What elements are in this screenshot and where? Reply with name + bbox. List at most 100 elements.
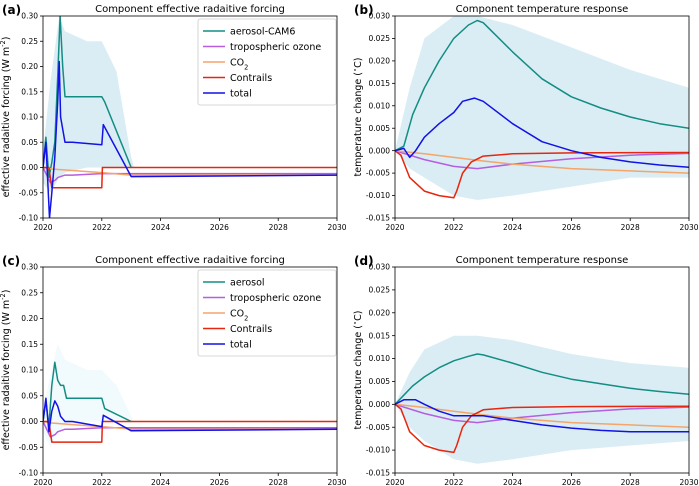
x-tick-label: 2030 bbox=[327, 223, 346, 232]
chart-panel-c: 2020 2022 2024 2026 2028 2030 -0.10 -0.05 0.00 0.… bbox=[0, 254, 347, 486]
y-tick-label: -0.005 bbox=[366, 423, 390, 432]
legend-label: CO2 bbox=[230, 57, 248, 71]
y-tick-label: 0.25 bbox=[21, 288, 38, 297]
legend-label: aerosol-CAM6 bbox=[230, 26, 295, 37]
y-tick-label: -0.015 bbox=[366, 214, 390, 223]
legend-label: tropospheric ozone bbox=[230, 42, 321, 53]
y-tick-label: 0.10 bbox=[21, 366, 38, 375]
series-line-total bbox=[395, 399, 689, 433]
y-tick-label: 0.015 bbox=[369, 331, 391, 340]
x-tick-label: 2024 bbox=[503, 223, 522, 232]
uncertainty-band bbox=[43, 16, 135, 193]
y-tick-label: 0.20 bbox=[21, 314, 38, 323]
y-tick-label: 0.015 bbox=[369, 79, 391, 88]
series-line-contrails bbox=[395, 403, 689, 454]
panel-label: (b) bbox=[354, 3, 374, 17]
y-tick-label: -0.10 bbox=[19, 469, 39, 478]
y-axis-label: temperature change (∘C) bbox=[351, 58, 364, 177]
legend: aerosol-CAM6 tropospheric ozone CO2 Contrai… bbox=[197, 18, 337, 106]
legend-label: total bbox=[230, 88, 252, 99]
y-axis-label: effective radaitive forcing (W m-2) bbox=[0, 37, 12, 198]
legend: aerosol tropospheric ozone CO2 Contrails tot… bbox=[197, 269, 337, 357]
y-axis-label: temperature change (∘C) bbox=[351, 311, 364, 430]
y-tick-label: 0.20 bbox=[21, 62, 38, 71]
x-tick-label: 2020 bbox=[33, 223, 52, 232]
panel-label: (a) bbox=[2, 3, 21, 17]
x-tick-label: 2028 bbox=[621, 478, 640, 486]
x-tick-label: 2026 bbox=[562, 223, 581, 232]
y-tick-label: 0.010 bbox=[369, 354, 391, 363]
y-tick-label: 0.30 bbox=[21, 263, 38, 272]
y-tick-label: 0.020 bbox=[369, 308, 391, 317]
x-tick-label: 2020 bbox=[385, 478, 404, 486]
legend-label: aerosol bbox=[230, 277, 265, 288]
y-tick-label: 0.15 bbox=[21, 87, 38, 96]
y-axis-label: effective radaitive forcing (W m-2) bbox=[0, 290, 12, 451]
y-tick-label: 0.05 bbox=[21, 138, 38, 147]
series-line-tropospheric-ozone bbox=[395, 149, 689, 170]
x-tick-label: 2022 bbox=[444, 223, 463, 232]
x-tick-label: 2028 bbox=[269, 223, 288, 232]
x-tick-label: 2028 bbox=[621, 223, 640, 232]
series-line-contrails bbox=[43, 166, 337, 189]
y-tick-label: 0.00 bbox=[21, 417, 38, 426]
axes-frame bbox=[394, 266, 690, 474]
panel-label: (d) bbox=[354, 254, 374, 268]
series-line-total bbox=[43, 397, 337, 433]
y-tick-label: 0.15 bbox=[21, 340, 38, 349]
x-tick-label: 2026 bbox=[562, 478, 581, 486]
legend-label: tropospheric ozone bbox=[230, 293, 321, 304]
legend-box bbox=[197, 269, 337, 357]
y-tick-label: 0.030 bbox=[369, 263, 391, 272]
uncertainty-band bbox=[395, 16, 689, 200]
y-tick-label: -0.010 bbox=[366, 446, 390, 455]
chart-title: Component temperature response bbox=[456, 255, 629, 266]
legend-label: total bbox=[230, 339, 252, 350]
series-line-aerosol bbox=[395, 353, 689, 405]
y-tick-label: 0.025 bbox=[369, 285, 391, 294]
y-tick-label: 0.000 bbox=[369, 400, 391, 409]
series-line-co-2- bbox=[43, 166, 337, 176]
x-tick-label: 2024 bbox=[503, 478, 522, 486]
y-tick-label: 0.030 bbox=[369, 12, 391, 21]
y-tick-label: 0.00 bbox=[21, 163, 38, 172]
chart-panel-d: 2020 2022 2024 2026 2028 2030 -0.015 -0.010 -0.0… bbox=[351, 254, 699, 486]
x-tick-label: 2024 bbox=[151, 478, 170, 486]
series-line-tropospheric-ozone bbox=[395, 403, 689, 424]
x-tick-label: 2022 bbox=[92, 478, 111, 486]
y-tick-label: 0.05 bbox=[21, 391, 38, 400]
chart-panel-a: 2020 2022 2024 2026 2028 2030 -0.10 -0.05 0.00 0.… bbox=[0, 3, 347, 232]
chart-title: Component effective radaitive forcing bbox=[95, 255, 285, 266]
y-tick-label: -0.015 bbox=[366, 469, 390, 478]
series-line-contrails bbox=[395, 150, 689, 199]
legend-box bbox=[197, 18, 337, 106]
legend-label: CO2 bbox=[230, 308, 248, 322]
x-tick-label: 2026 bbox=[210, 223, 229, 232]
y-tick-label: 0.10 bbox=[21, 113, 38, 122]
series-line-total bbox=[395, 97, 689, 169]
x-tick-label: 2026 bbox=[210, 478, 229, 486]
uncertainty-band bbox=[395, 335, 689, 464]
x-tick-label: 2020 bbox=[385, 223, 404, 232]
legend-label: Contrails bbox=[230, 324, 272, 335]
x-tick-label: 2022 bbox=[444, 478, 463, 486]
y-tick-label: 0.25 bbox=[21, 37, 38, 46]
series-line-total bbox=[43, 60, 337, 218]
axes-frame bbox=[394, 15, 690, 219]
y-tick-label: -0.05 bbox=[19, 443, 39, 452]
y-tick-label: 0.30 bbox=[21, 12, 38, 21]
series-line-co-2- bbox=[395, 403, 689, 428]
chart-title: Component effective radaitive forcing bbox=[95, 4, 285, 15]
y-tick-label: 0.005 bbox=[369, 124, 391, 133]
legend-label: Contrails bbox=[230, 73, 272, 84]
y-tick-label: -0.005 bbox=[366, 169, 390, 178]
x-tick-label: 2020 bbox=[33, 478, 52, 486]
chart-title: Component temperature response bbox=[456, 4, 629, 15]
y-tick-label: 0.005 bbox=[369, 377, 391, 386]
y-tick-label: -0.010 bbox=[366, 191, 390, 200]
y-tick-label: 0.010 bbox=[369, 101, 391, 110]
y-tick-label: 0.025 bbox=[369, 34, 391, 43]
y-tick-label: -0.10 bbox=[19, 214, 39, 223]
y-tick-label: 0.020 bbox=[369, 56, 391, 65]
